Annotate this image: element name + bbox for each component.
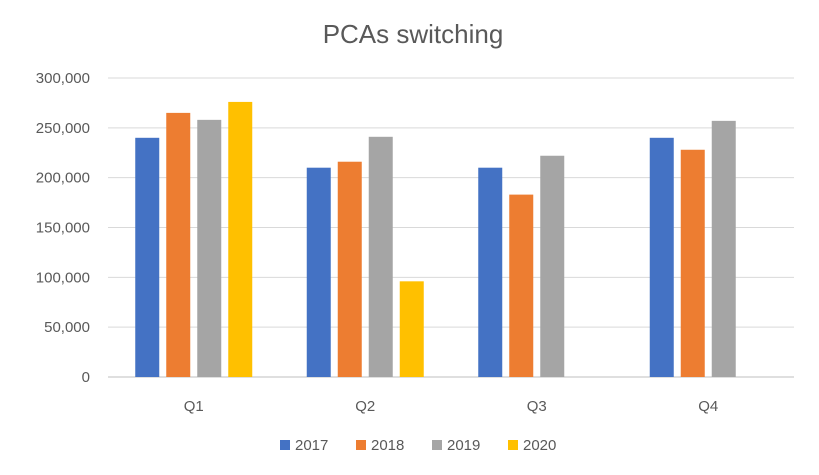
legend-swatch-2017 [280, 440, 290, 450]
y-tick-label: 0 [82, 369, 90, 386]
y-tick-label: 150,000 [36, 220, 90, 237]
bar-2019-q4 [711, 120, 736, 378]
legend-swatch-2020 [508, 440, 518, 450]
bar-2017-q3 [478, 167, 503, 377]
y-tick-label: 250,000 [36, 120, 90, 137]
legend-swatch-2018 [356, 440, 366, 450]
bar-2020-q2 [399, 281, 424, 377]
bar-2018-q1 [166, 112, 191, 377]
bar-2020-q1 [228, 101, 253, 378]
bars [135, 101, 736, 378]
bar-2019-q2 [368, 136, 393, 377]
y-tick-label: 200,000 [36, 170, 90, 187]
bar-2018-q2 [337, 161, 362, 377]
x-tick-label: Q3 [527, 398, 547, 415]
chart-title: PCAs switching [323, 19, 504, 49]
bar-2017-q2 [306, 167, 331, 377]
y-tick-label: 100,000 [36, 269, 90, 286]
bar-2018-q3 [509, 194, 534, 377]
x-tick-label: Q4 [698, 398, 718, 415]
bar-2018-q4 [680, 149, 705, 377]
x-tick-label: Q2 [355, 398, 375, 415]
legend-label-2017: 2017 [295, 437, 328, 454]
legend: 2017 2018 2019 2020 [280, 437, 556, 454]
legend-label-2020: 2020 [523, 437, 556, 454]
y-axis-ticks: 0 50,000 100,000 150,000 200,000 250,000 300,0… [36, 70, 90, 386]
legend-label-2019: 2019 [447, 437, 480, 454]
legend-label-2018: 2018 [371, 437, 404, 454]
y-tick-label: 300,000 [36, 70, 90, 87]
bar-2017-q1 [135, 137, 160, 377]
bar-2019-q1 [197, 119, 222, 378]
legend-swatch-2019 [432, 440, 442, 450]
y-tick-label: 50,000 [44, 319, 90, 336]
bar-2017-q4 [649, 137, 674, 377]
bar-2019-q3 [540, 155, 565, 377]
x-axis-ticks: Q1 Q2 Q3 Q4 [184, 398, 719, 415]
gridlines [108, 77, 794, 378]
x-tick-label: Q1 [184, 398, 204, 415]
